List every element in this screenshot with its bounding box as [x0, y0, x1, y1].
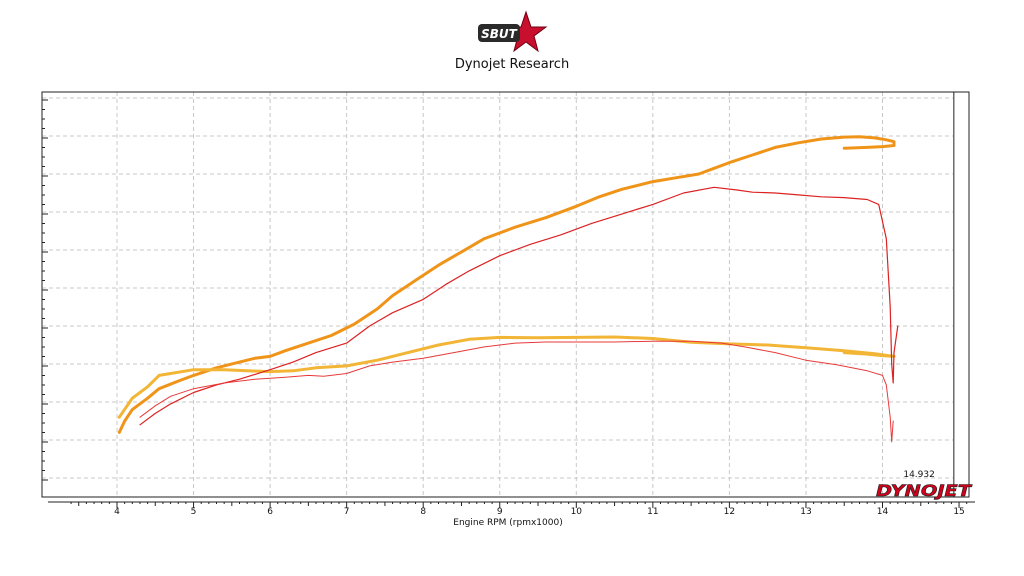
x-tick-label: 10 — [571, 507, 583, 517]
cursor-value-label: 14.932 — [903, 470, 935, 480]
x-tick-label: 6 — [267, 507, 273, 517]
logo-plate — [478, 24, 520, 42]
x-tick-label: 15 — [953, 507, 964, 517]
series-line-1 — [117, 135, 896, 434]
dynojet-brand: DYNOJET — [876, 481, 973, 501]
sbut-logo: SBUT — [478, 10, 548, 53]
series-line-3 — [139, 186, 899, 426]
x-tick-label: 12 — [724, 507, 735, 517]
series-layer — [117, 135, 899, 443]
x-tick-label: 14 — [877, 507, 889, 517]
x-tick-label: 11 — [647, 507, 658, 517]
chart-title: Dynojet Research — [454, 57, 570, 72]
dynojet-brand-text: DYNOJET — [876, 481, 972, 500]
plot-frame: 14.932 — [41, 91, 970, 498]
x-tick-label: 5 — [191, 507, 197, 517]
x-tick-label: 7 — [344, 507, 350, 517]
x-tick-label: 4 — [114, 507, 120, 517]
x-tick-label: 9 — [497, 507, 503, 517]
plot-border — [41, 91, 970, 498]
x-tick-label: 13 — [800, 507, 811, 517]
logo-text: SBUT — [481, 27, 518, 41]
x-axis: 4 5 6 7 8 9 10 11 12 13 14 15 Engine RPM (rpmx1000) — [42, 99, 975, 528]
x-axis-label: Engine RPM (rpmx1000) — [453, 518, 562, 528]
series-line-2 — [117, 335, 896, 419]
series-line-4 — [139, 340, 894, 443]
x-tick-label: 8 — [420, 507, 426, 517]
grid-lines — [42, 92, 953, 497]
